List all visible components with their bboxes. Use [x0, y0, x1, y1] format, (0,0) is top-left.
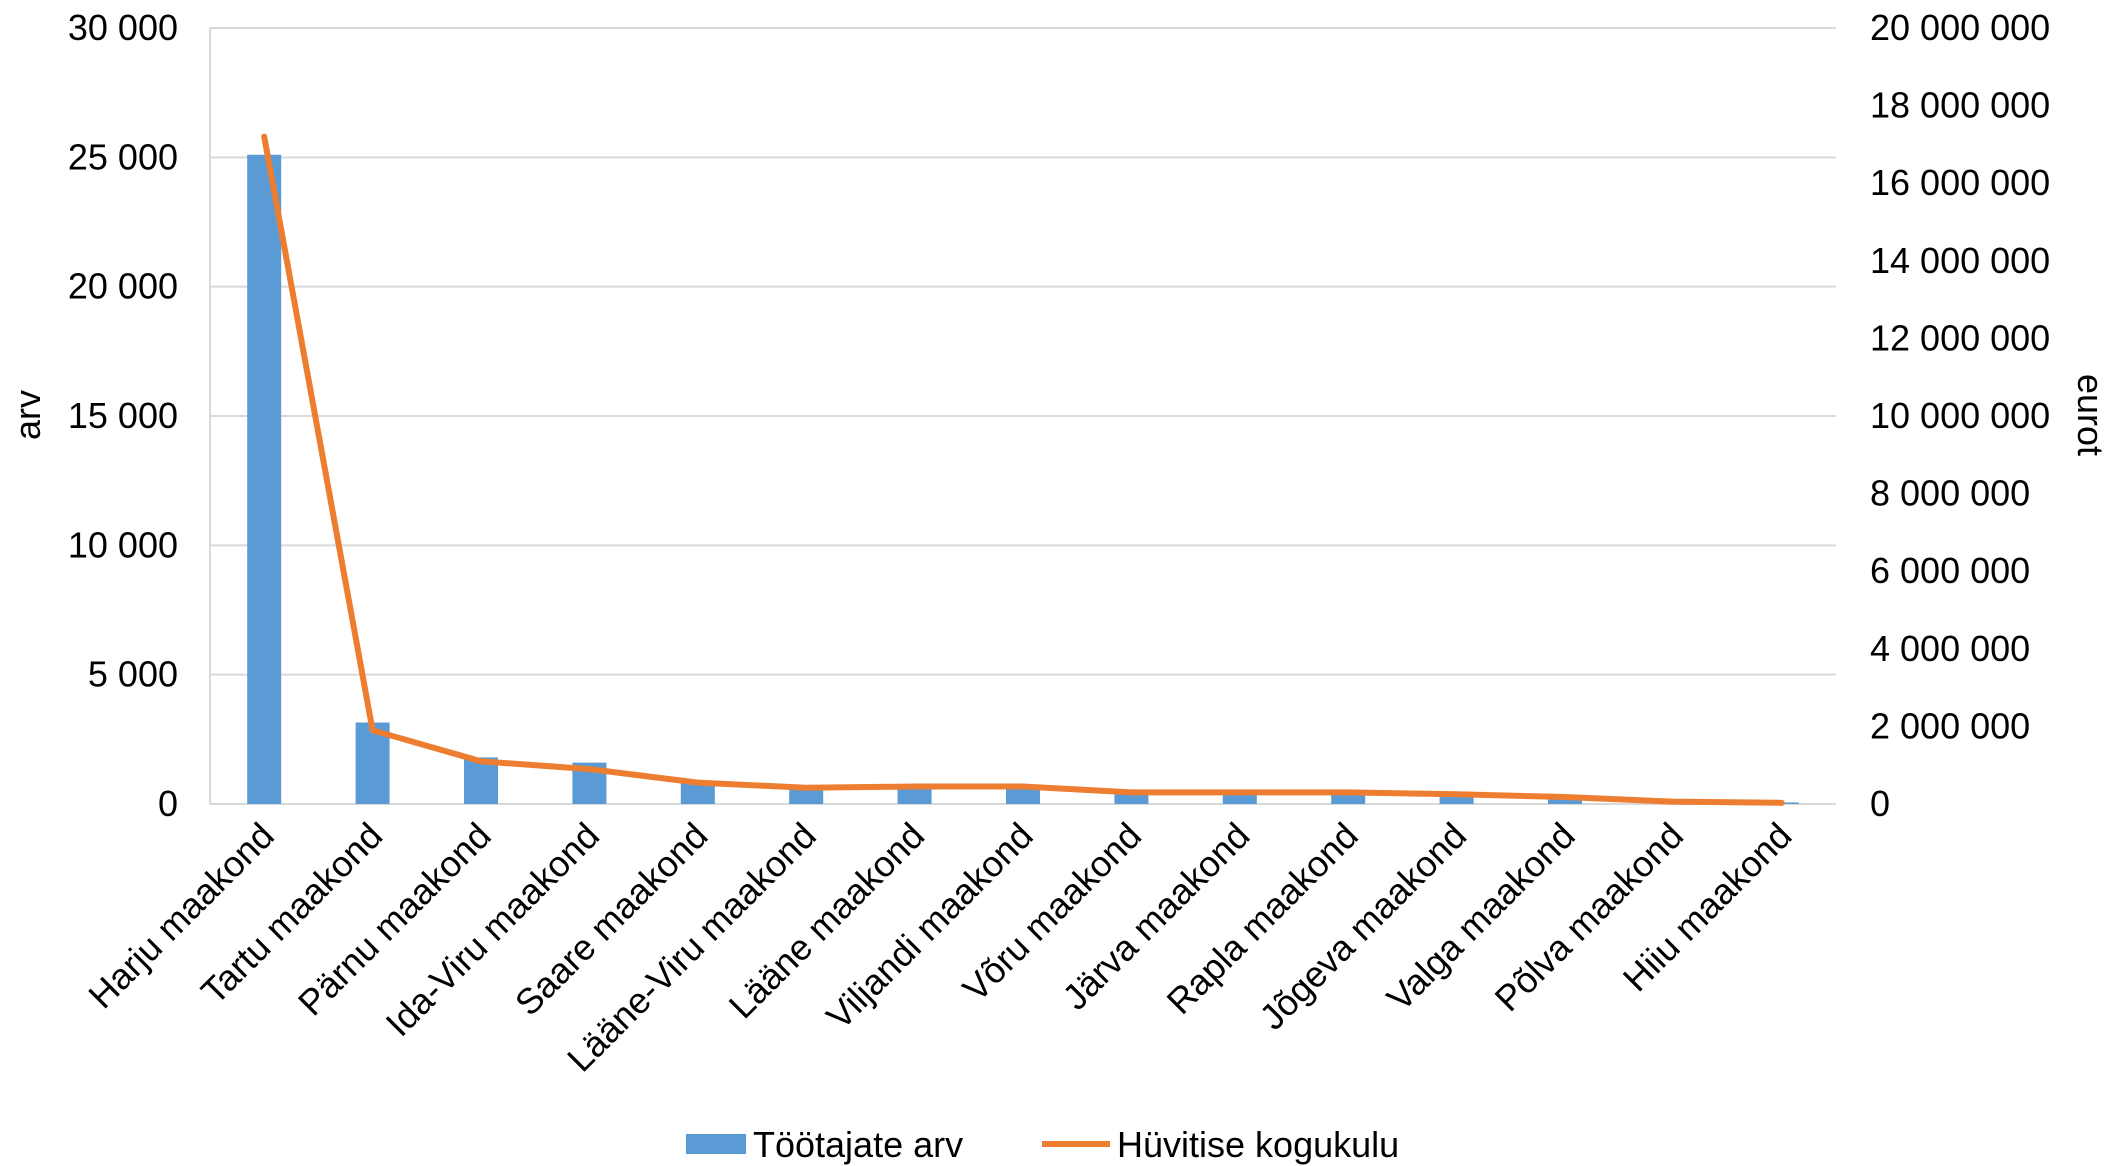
category-label: Valga maakond	[1379, 815, 1583, 1019]
right-tick-label: 4 000 000	[1870, 628, 2030, 669]
line-point	[1022, 786, 1024, 788]
right-tick-label: 18 000 000	[1870, 85, 2050, 126]
category-label: Harju maakond	[80, 815, 282, 1017]
right-tick-label: 8 000 000	[1870, 473, 2030, 514]
legend: Töötajate arv Hüvitise kogukulu	[686, 1124, 1399, 1165]
line-series	[261, 133, 1785, 806]
bar	[1439, 793, 1474, 804]
right-tick-label: 10 000 000	[1870, 395, 2050, 436]
right-tick-label: 20 000 000	[1870, 7, 2050, 48]
bar	[247, 154, 282, 804]
line-point	[805, 787, 807, 789]
line-point	[1781, 802, 1783, 804]
line-point	[263, 136, 265, 138]
left-axis-title: arv	[7, 390, 48, 440]
right-tick-label: 2 000 000	[1870, 705, 2030, 746]
right-tick-label: 6 000 000	[1870, 550, 2030, 591]
left-tick-label: 15 000	[68, 395, 178, 436]
category-label: Viljandi maakond	[818, 815, 1040, 1037]
line-point	[697, 782, 699, 784]
line-point	[480, 760, 482, 762]
right-axis-ticks: 0 2 000 000 4 000 000 6 000 000 8 000 000 10 …	[1870, 7, 2050, 824]
category-label: Saare maakond	[507, 815, 716, 1024]
bar	[680, 783, 715, 804]
left-axis-ticks: 0 5 000 10 000 15 000 20 000 25 000 30 000	[68, 7, 178, 824]
line-point	[1456, 793, 1458, 795]
left-tick-label: 25 000	[68, 136, 178, 177]
line-point	[1239, 791, 1241, 793]
category-label: Järva maakond	[1054, 815, 1257, 1018]
line-point	[1130, 791, 1132, 793]
left-tick-label: 0	[158, 783, 178, 824]
left-tick-label: 20 000	[68, 266, 178, 307]
bar	[1331, 792, 1366, 804]
gridlines	[209, 27, 1836, 805]
category-label: Lääne maakond	[721, 815, 933, 1027]
right-tick-label: 0	[1870, 783, 1890, 824]
line-path	[261, 133, 1785, 806]
category-label: Põlva maakond	[1487, 815, 1691, 1019]
bar	[897, 785, 932, 804]
bar	[1548, 796, 1582, 804]
bar	[1006, 785, 1040, 804]
category-label: Jõgeva maakond	[1251, 815, 1474, 1038]
line-point	[1347, 791, 1349, 793]
category-label: Pärnu maakond	[290, 815, 499, 1024]
bar-series	[247, 154, 1799, 804]
line-point	[372, 729, 374, 731]
category-label: Rapla maakond	[1159, 815, 1366, 1022]
bar	[464, 757, 498, 804]
line-point	[1564, 796, 1566, 798]
right-tick-label: 14 000 000	[1870, 240, 2050, 281]
right-tick-label: 12 000 000	[1870, 317, 2050, 358]
line-point	[588, 768, 590, 770]
right-tick-label: 16 000 000	[1870, 162, 2050, 203]
left-tick-label: 5 000	[88, 654, 178, 695]
legend-line-label: Hüvitise kogukulu	[1117, 1124, 1399, 1165]
legend-bar-label: Töötajate arv	[753, 1124, 963, 1165]
left-tick-label: 30 000	[68, 7, 178, 48]
line-point	[914, 786, 916, 788]
left-tick-label: 10 000	[68, 524, 178, 565]
right-axis-title: eurot	[2070, 374, 2107, 456]
line-point	[1672, 801, 1674, 803]
legend-bar-swatch	[686, 1134, 746, 1154]
